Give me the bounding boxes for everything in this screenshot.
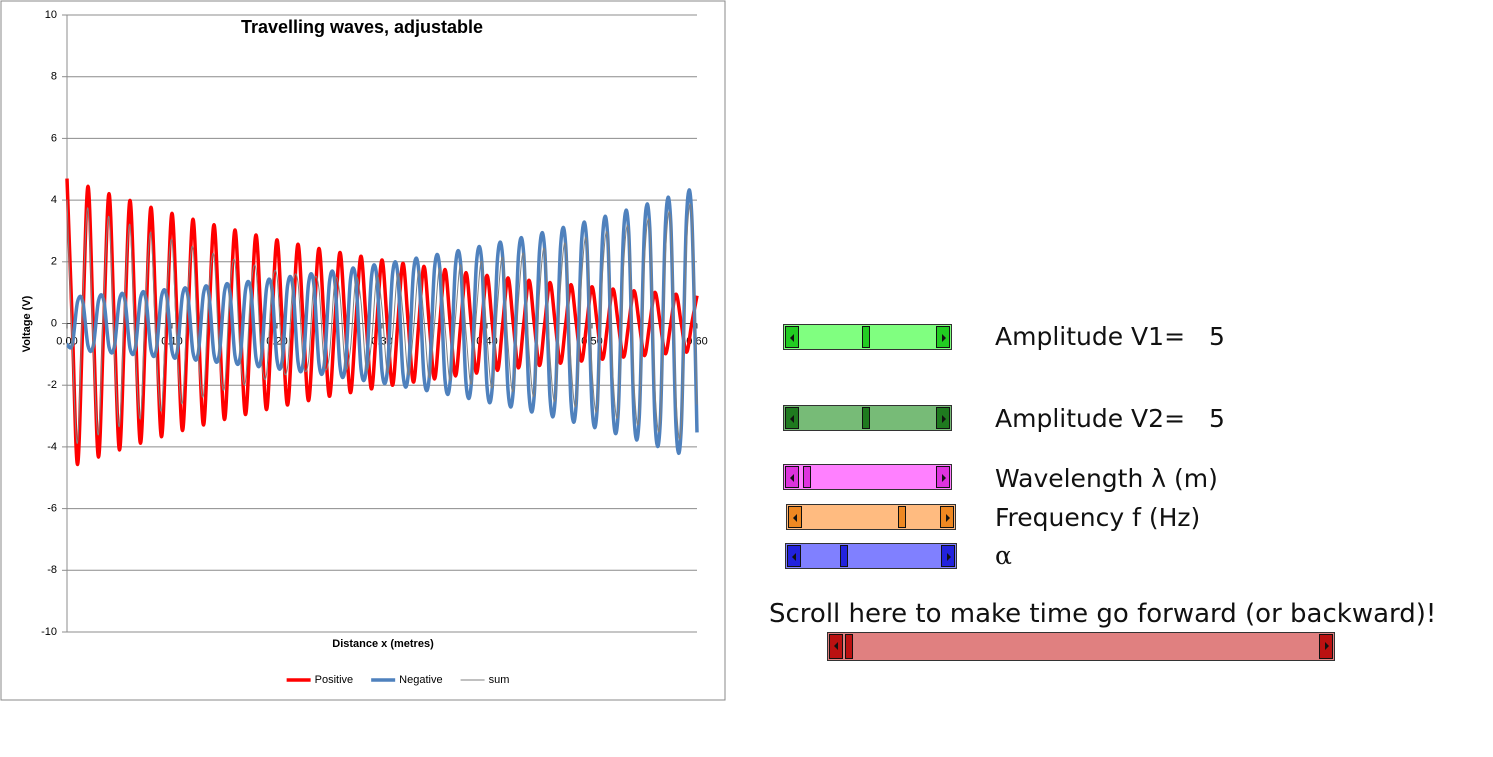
legend-label: sum bbox=[489, 674, 510, 686]
control-label: Amplitude V2= bbox=[995, 404, 1186, 433]
scrollbar[interactable] bbox=[783, 324, 952, 350]
y-tick-label: 4 bbox=[51, 194, 57, 206]
y-tick-label: -10 bbox=[41, 626, 57, 638]
y-tick-label: -4 bbox=[47, 441, 57, 453]
scroll-left[interactable] bbox=[788, 506, 802, 528]
scrollbar[interactable] bbox=[783, 405, 952, 431]
chart-title: Travelling waves, adjustable bbox=[241, 17, 483, 37]
scroll-right[interactable] bbox=[1319, 634, 1333, 659]
scroll-thumb[interactable] bbox=[845, 634, 853, 659]
scroll-thumb[interactable] bbox=[862, 326, 870, 348]
scrollbar[interactable] bbox=[786, 504, 956, 530]
scroll-right[interactable] bbox=[936, 407, 950, 429]
x-tick-label: 0.60 bbox=[686, 335, 707, 347]
control-label: Wavelength λ (m) bbox=[995, 464, 1218, 493]
y-tick-label: -8 bbox=[47, 564, 57, 576]
scrollbar[interactable] bbox=[783, 464, 952, 490]
chart: Travelling waves, adjustable Voltage (V)… bbox=[0, 0, 726, 701]
legend-label: Negative bbox=[399, 674, 442, 686]
control-value: 5 bbox=[1209, 404, 1225, 433]
scroll-thumb[interactable] bbox=[840, 545, 848, 567]
y-tick-label: -2 bbox=[47, 379, 57, 391]
y-tick-label: 2 bbox=[51, 256, 57, 268]
series-line bbox=[66, 199, 698, 444]
x-axis-title: Distance x (metres) bbox=[332, 638, 434, 650]
y-axis-title: Voltage (V) bbox=[21, 295, 33, 352]
legend-label: Positive bbox=[315, 674, 354, 686]
control-label: α bbox=[995, 541, 1012, 570]
scroll-thumb[interactable] bbox=[862, 407, 870, 429]
scroll-left[interactable] bbox=[829, 634, 843, 659]
scroll-thumb[interactable] bbox=[898, 506, 906, 528]
scroll-thumb[interactable] bbox=[803, 466, 811, 488]
y-tick-label: 0 bbox=[51, 317, 57, 329]
time-label: Scroll here to make time go forward (or … bbox=[769, 599, 1437, 629]
scroll-right[interactable] bbox=[936, 466, 950, 488]
control-value: 5 bbox=[1209, 322, 1225, 351]
control-label: Frequency f (Hz) bbox=[995, 503, 1201, 532]
y-tick-label: 6 bbox=[51, 132, 57, 144]
y-tick-label: 8 bbox=[51, 71, 57, 83]
y-tick-label: -6 bbox=[47, 503, 57, 515]
scroll-left[interactable] bbox=[785, 407, 799, 429]
scroll-left[interactable] bbox=[785, 466, 799, 488]
scroll-right[interactable] bbox=[936, 326, 950, 348]
time-scrollbar[interactable] bbox=[827, 632, 1335, 661]
y-tick-label: 10 bbox=[45, 9, 57, 21]
scroll-right[interactable] bbox=[941, 545, 955, 567]
control-label: Amplitude V1= bbox=[995, 322, 1186, 351]
scroll-left[interactable] bbox=[787, 545, 801, 567]
scroll-right[interactable] bbox=[940, 506, 954, 528]
scrollbar[interactable] bbox=[785, 543, 957, 569]
scroll-left[interactable] bbox=[785, 326, 799, 348]
